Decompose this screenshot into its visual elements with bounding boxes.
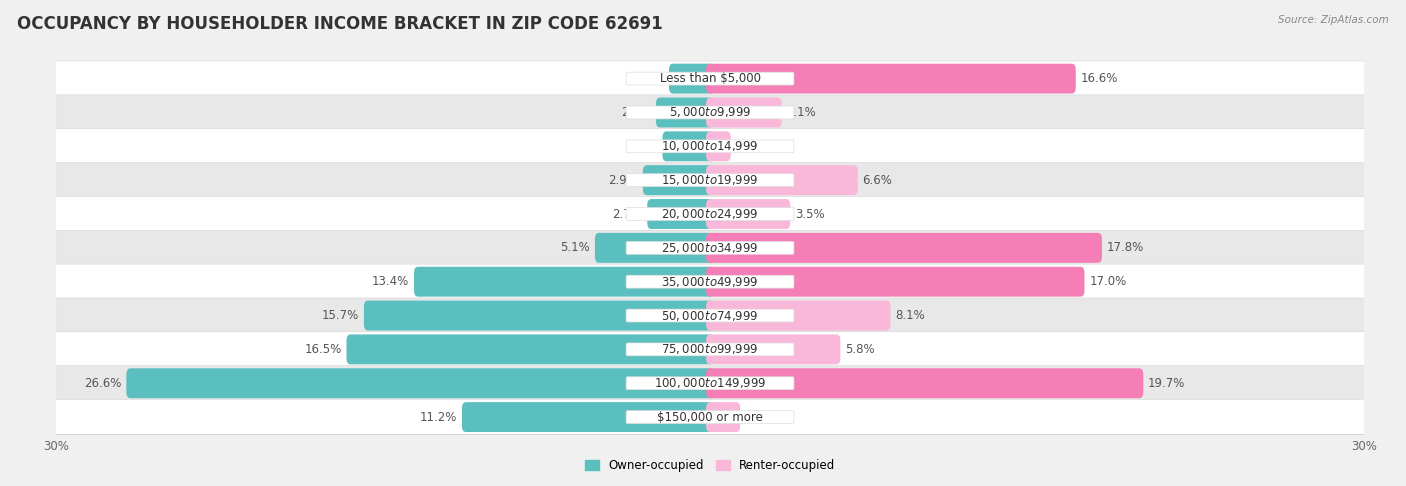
FancyBboxPatch shape (657, 98, 714, 127)
FancyBboxPatch shape (669, 64, 714, 94)
Text: OCCUPANCY BY HOUSEHOLDER INCOME BRACKET IN ZIP CODE 62691: OCCUPANCY BY HOUSEHOLDER INCOME BRACKET … (17, 15, 662, 33)
FancyBboxPatch shape (626, 72, 794, 85)
FancyBboxPatch shape (643, 165, 714, 195)
FancyBboxPatch shape (413, 267, 714, 296)
Text: 26.6%: 26.6% (84, 377, 122, 390)
Text: $25,000 to $34,999: $25,000 to $34,999 (661, 241, 759, 255)
Text: 5.1%: 5.1% (561, 242, 591, 254)
FancyBboxPatch shape (706, 199, 790, 229)
Text: $20,000 to $24,999: $20,000 to $24,999 (661, 207, 759, 221)
FancyBboxPatch shape (706, 301, 890, 330)
Text: 0.77%: 0.77% (735, 140, 773, 153)
FancyBboxPatch shape (56, 365, 1364, 401)
Text: 6.6%: 6.6% (862, 174, 893, 187)
Text: $35,000 to $49,999: $35,000 to $49,999 (661, 275, 759, 289)
Text: 2.7%: 2.7% (613, 208, 643, 221)
FancyBboxPatch shape (626, 208, 794, 221)
FancyBboxPatch shape (463, 402, 714, 432)
Text: 3.1%: 3.1% (786, 106, 815, 119)
FancyBboxPatch shape (626, 411, 794, 423)
FancyBboxPatch shape (56, 230, 1364, 265)
FancyBboxPatch shape (706, 267, 1084, 296)
Text: 17.8%: 17.8% (1107, 242, 1144, 254)
FancyBboxPatch shape (56, 129, 1364, 164)
FancyBboxPatch shape (626, 377, 794, 390)
FancyBboxPatch shape (626, 309, 794, 322)
Text: $15,000 to $19,999: $15,000 to $19,999 (661, 173, 759, 187)
FancyBboxPatch shape (647, 199, 714, 229)
FancyBboxPatch shape (626, 106, 794, 119)
FancyBboxPatch shape (56, 298, 1364, 333)
FancyBboxPatch shape (56, 162, 1364, 198)
FancyBboxPatch shape (56, 264, 1364, 299)
FancyBboxPatch shape (626, 174, 794, 187)
Text: $50,000 to $74,999: $50,000 to $74,999 (661, 309, 759, 323)
FancyBboxPatch shape (706, 98, 782, 127)
Text: 17.0%: 17.0% (1090, 275, 1126, 288)
FancyBboxPatch shape (706, 402, 740, 432)
Text: 11.2%: 11.2% (420, 411, 457, 424)
Text: 13.4%: 13.4% (373, 275, 409, 288)
Text: 2.3%: 2.3% (621, 106, 651, 119)
FancyBboxPatch shape (662, 131, 714, 161)
Text: $100,000 to $149,999: $100,000 to $149,999 (654, 376, 766, 390)
FancyBboxPatch shape (364, 301, 714, 330)
FancyBboxPatch shape (706, 334, 841, 364)
Text: 2.9%: 2.9% (609, 174, 638, 187)
FancyBboxPatch shape (56, 196, 1364, 232)
FancyBboxPatch shape (626, 242, 794, 254)
Text: 15.7%: 15.7% (322, 309, 359, 322)
Text: 5.8%: 5.8% (845, 343, 875, 356)
Text: 1.7%: 1.7% (634, 72, 664, 85)
FancyBboxPatch shape (56, 95, 1364, 130)
Text: Source: ZipAtlas.com: Source: ZipAtlas.com (1278, 15, 1389, 25)
FancyBboxPatch shape (127, 368, 714, 398)
Text: $75,000 to $99,999: $75,000 to $99,999 (661, 343, 759, 356)
Text: $150,000 or more: $150,000 or more (657, 411, 763, 424)
FancyBboxPatch shape (56, 399, 1364, 434)
FancyBboxPatch shape (706, 131, 731, 161)
Text: $5,000 to $9,999: $5,000 to $9,999 (669, 105, 751, 120)
Text: 8.1%: 8.1% (896, 309, 925, 322)
Text: 2.0%: 2.0% (628, 140, 658, 153)
Text: 3.5%: 3.5% (794, 208, 825, 221)
Legend: Owner-occupied, Renter-occupied: Owner-occupied, Renter-occupied (579, 454, 841, 477)
FancyBboxPatch shape (346, 334, 714, 364)
FancyBboxPatch shape (706, 368, 1143, 398)
FancyBboxPatch shape (626, 140, 794, 153)
Text: $10,000 to $14,999: $10,000 to $14,999 (661, 139, 759, 153)
FancyBboxPatch shape (706, 64, 1076, 94)
Text: 16.5%: 16.5% (305, 343, 342, 356)
FancyBboxPatch shape (706, 233, 1102, 263)
FancyBboxPatch shape (626, 275, 794, 288)
Text: 16.6%: 16.6% (1080, 72, 1118, 85)
FancyBboxPatch shape (595, 233, 714, 263)
Text: 1.2%: 1.2% (745, 411, 775, 424)
FancyBboxPatch shape (56, 332, 1364, 367)
FancyBboxPatch shape (56, 61, 1364, 96)
FancyBboxPatch shape (626, 343, 794, 356)
FancyBboxPatch shape (706, 165, 858, 195)
Text: Less than $5,000: Less than $5,000 (659, 72, 761, 85)
Text: 19.7%: 19.7% (1149, 377, 1185, 390)
